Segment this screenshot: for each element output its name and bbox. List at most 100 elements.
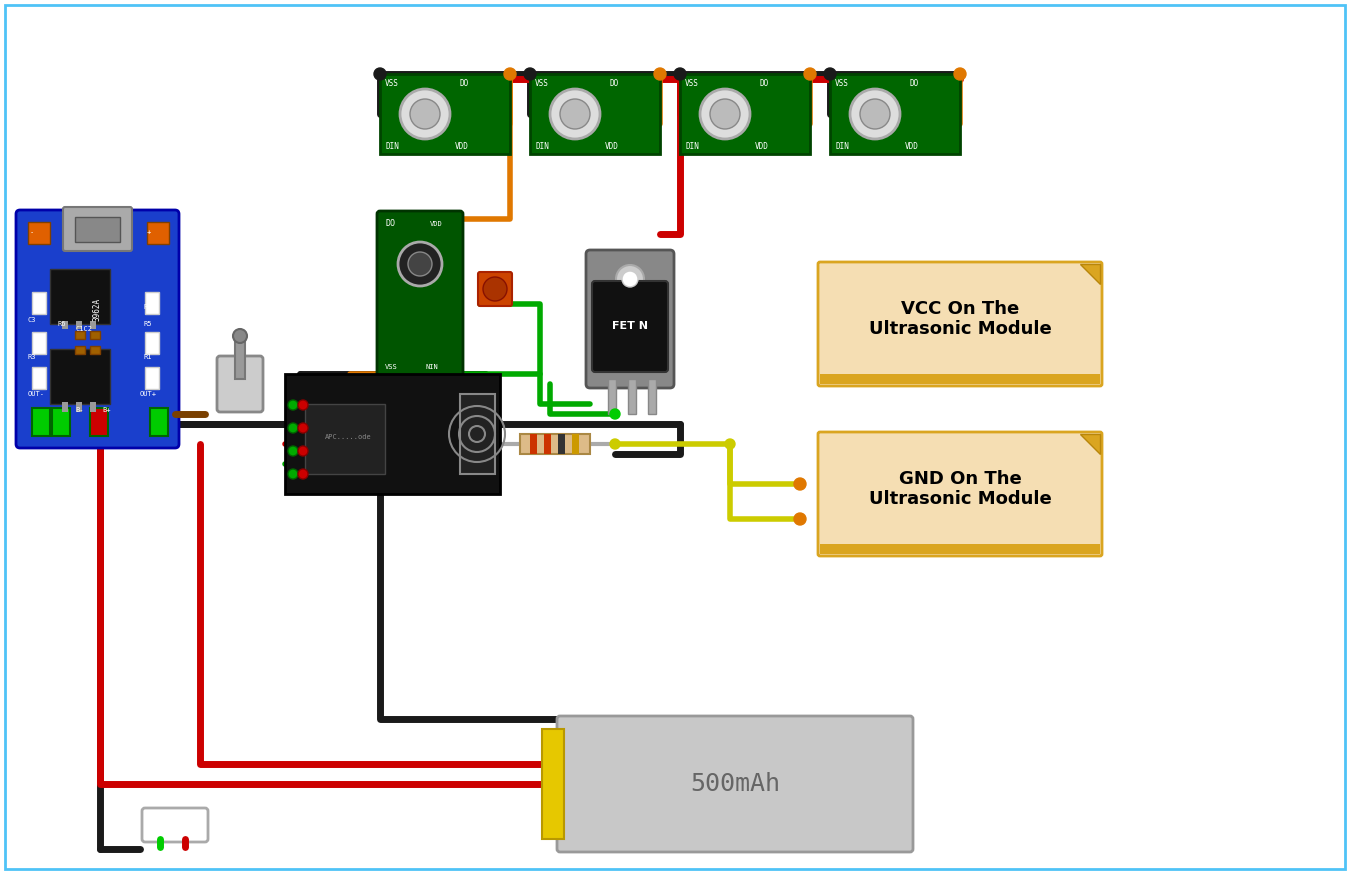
Text: C3: C3 [28,317,36,323]
Bar [628,379,636,414]
Polygon shape [1080,264,1100,284]
Text: R3: R3 [28,354,36,360]
Text: FET N: FET N [612,321,648,331]
Bar [76,346,85,354]
Bar [76,321,82,329]
Text: 3962A: 3962A [93,298,101,321]
Text: VDD: VDD [904,142,919,151]
Text: DIN: DIN [535,142,549,151]
Bar [680,74,810,154]
Circle shape [234,329,247,343]
Bar [305,404,385,474]
Text: VSS: VSS [684,79,699,88]
Text: DO: DO [610,79,620,88]
Bar [144,367,159,389]
Text: 500mAh: 500mAh [690,772,780,796]
Bar [830,74,960,154]
Bar [32,408,50,436]
Bar [572,434,579,454]
Text: DO: DO [385,219,396,228]
Bar [150,408,167,436]
Bar [62,402,68,412]
FancyBboxPatch shape [586,250,674,388]
Circle shape [701,89,751,139]
Bar [541,729,564,839]
Bar [32,332,46,354]
Text: +: + [147,229,151,235]
Circle shape [710,99,740,129]
Circle shape [400,89,450,139]
Bar [32,292,46,314]
FancyBboxPatch shape [16,210,180,448]
Circle shape [298,469,308,479]
Text: C1C2: C1C2 [76,326,92,332]
Circle shape [850,89,900,139]
Bar [235,339,244,379]
Circle shape [860,99,890,129]
FancyBboxPatch shape [558,716,913,852]
Text: VDD: VDD [455,142,468,151]
Text: B+: B+ [103,407,111,413]
Text: VDD: VDD [755,142,770,151]
Circle shape [616,265,644,293]
Bar [460,394,495,474]
Bar [76,217,120,242]
FancyBboxPatch shape [478,272,512,306]
Bar [90,408,108,436]
Bar [50,349,109,404]
Circle shape [560,99,590,129]
Text: B-: B- [76,407,84,413]
Bar [144,292,159,314]
Bar [379,74,510,154]
Circle shape [824,68,836,80]
Text: DIN: DIN [836,142,849,151]
Bar [544,434,551,454]
Bar [90,321,96,329]
Bar [144,332,159,354]
Text: OUT+: OUT+ [140,391,157,397]
Text: R6: R6 [58,321,66,327]
Bar [520,434,590,454]
Bar [819,374,1100,384]
Circle shape [524,68,536,80]
Bar [50,269,109,324]
Circle shape [483,277,508,301]
Bar [819,544,1100,554]
Text: NIN: NIN [425,364,437,370]
Bar [76,402,82,412]
Bar [32,367,46,389]
Text: R2: R2 [143,304,151,310]
Circle shape [410,99,440,129]
Text: VDD: VDD [605,142,618,151]
Circle shape [805,68,815,80]
Text: R1: R1 [143,354,151,360]
FancyBboxPatch shape [593,281,668,372]
Text: VCC On The
Ultrasonic Module: VCC On The Ultrasonic Module [868,300,1052,338]
Bar [558,434,566,454]
Circle shape [374,68,386,80]
Circle shape [288,423,298,433]
Circle shape [794,513,806,525]
Text: VDD: VDD [431,221,443,227]
Circle shape [288,446,298,456]
Bar [90,402,96,412]
Circle shape [954,68,967,80]
Bar [28,222,50,244]
Bar [531,434,537,454]
Circle shape [298,400,308,410]
Text: R5: R5 [143,321,151,327]
Bar [285,374,500,494]
Text: VSS: VSS [385,364,398,370]
Text: VSS: VSS [385,79,398,88]
Circle shape [398,242,441,286]
Text: DO: DO [460,79,470,88]
Circle shape [298,446,308,456]
Text: DO: DO [910,79,919,88]
Bar [76,331,85,339]
Text: DO: DO [760,79,770,88]
Text: APC.....ode: APC.....ode [325,434,371,440]
Text: DIN: DIN [684,142,699,151]
FancyBboxPatch shape [818,432,1102,556]
Circle shape [549,89,599,139]
Text: OUT-: OUT- [28,391,45,397]
